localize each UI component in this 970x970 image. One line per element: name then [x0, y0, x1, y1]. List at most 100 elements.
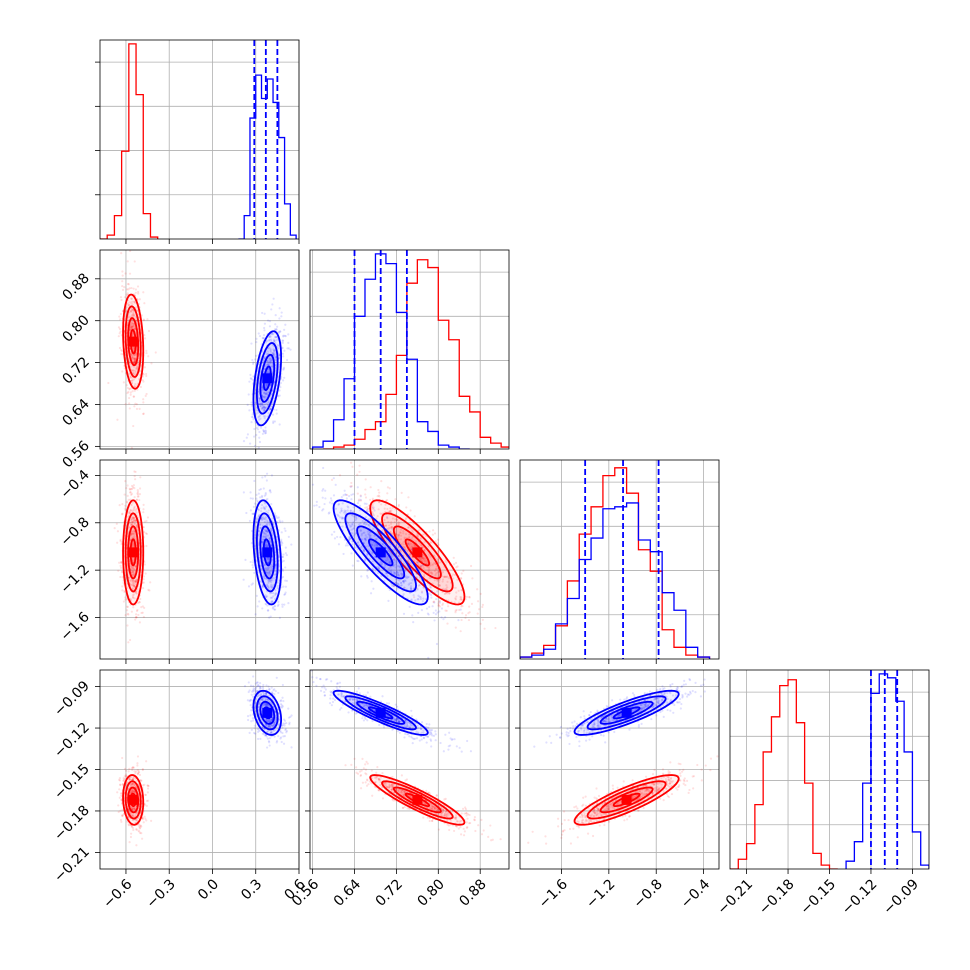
- contour-red: [122, 499, 145, 606]
- contour-blue: [368, 538, 394, 567]
- histogram-red: [100, 43, 159, 239]
- contour-red: [124, 305, 142, 378]
- density-peak-blue: [262, 373, 273, 384]
- contour-blue: [252, 330, 283, 427]
- contour-panel-2-1: [309, 459, 510, 660]
- y-tick-label: −0.4: [57, 467, 92, 502]
- histogram-blue: [520, 502, 711, 659]
- x-tick-label: −0.3: [143, 876, 178, 911]
- contour-blue: [344, 695, 417, 731]
- contour-blue: [356, 700, 406, 725]
- contour-panel-1-0: [99, 249, 300, 450]
- x-tick-label: 0.0: [195, 876, 222, 903]
- contour-blue: [367, 706, 394, 720]
- histogram-blue: [845, 673, 929, 869]
- contour-blue: [255, 695, 279, 731]
- contour-blue: [332, 689, 429, 736]
- panel-frame: [99, 39, 300, 240]
- contour-blue: [262, 365, 272, 391]
- contour-red: [392, 786, 442, 814]
- hist-panel-0: [95, 39, 300, 240]
- y-tick-label: −1.2: [57, 562, 92, 597]
- contour-blue: [599, 700, 654, 725]
- density-peak-blue: [262, 547, 273, 558]
- contour-blue: [612, 706, 641, 720]
- y-tick-label: −0.09: [51, 678, 93, 720]
- panel-frame: [519, 459, 720, 660]
- contour-red: [392, 525, 442, 580]
- contour-red: [127, 525, 140, 580]
- density-peak-red: [128, 794, 139, 805]
- panel-frame: [309, 249, 510, 450]
- contour-red: [122, 774, 145, 826]
- y-tick-label: 0.72: [59, 354, 92, 387]
- contour-red: [573, 774, 680, 826]
- contour-red: [381, 512, 454, 593]
- panel-frame: [309, 459, 510, 660]
- contour-red: [369, 774, 466, 826]
- y-tick-label: −0.18: [51, 802, 93, 844]
- contour-red: [381, 780, 454, 820]
- density-peak-red: [412, 547, 423, 558]
- contour-red: [129, 792, 137, 808]
- contour-blue: [573, 689, 680, 736]
- x-tick-label: −1.2: [583, 876, 618, 911]
- x-tick-label: 0.3: [238, 876, 265, 903]
- contour-blue: [255, 512, 279, 593]
- x-tick-label: 0.64: [331, 876, 364, 909]
- contour-red: [612, 792, 641, 808]
- contour-red: [129, 328, 137, 355]
- contour-red: [586, 780, 667, 820]
- density-peak-blue: [375, 547, 386, 558]
- y-tick-label: 0.88: [59, 270, 92, 303]
- panel-frame: [99, 249, 300, 450]
- histogram-blue: [238, 74, 297, 239]
- x-tick-label: −0.21: [715, 876, 757, 918]
- contour-blue: [259, 700, 276, 725]
- contour-panel-3-2: [519, 669, 720, 870]
- contour-red: [129, 538, 137, 567]
- contour-red: [122, 293, 145, 390]
- x-tick-label: −0.15: [797, 876, 839, 918]
- density-peak-red: [412, 794, 423, 805]
- hist-panel-2: [519, 459, 720, 660]
- histogram-red: [520, 467, 711, 659]
- x-tick-label: −0.18: [756, 876, 798, 918]
- contour-blue: [262, 538, 272, 567]
- hist-panel-1: [309, 249, 510, 450]
- y-tick-label: 0.56: [59, 438, 92, 471]
- density-peak-red: [621, 794, 632, 805]
- contour-red: [124, 512, 142, 593]
- contour-red: [124, 780, 142, 820]
- y-tick-label: 0.80: [59, 312, 92, 345]
- contour-panel-3-1: [309, 669, 510, 870]
- contour-panel-2-0: [99, 459, 300, 660]
- panel-frame: [99, 459, 300, 660]
- x-tick-label: −0.6: [100, 876, 135, 911]
- histogram-red: [730, 679, 838, 869]
- contour-blue: [255, 342, 279, 415]
- contour-red: [127, 786, 140, 814]
- contour-red: [127, 317, 140, 367]
- y-tick-label: −0.15: [51, 761, 93, 803]
- contour-blue: [332, 499, 429, 606]
- contour-blue: [259, 353, 276, 403]
- contour-blue: [252, 689, 283, 736]
- density-peak-red: [128, 547, 139, 558]
- axes-labels: −0.6 −0.3 0.0 0.3 0.60.56 0.64 0.72 0.80 0.88 −1.…: [51, 239, 922, 918]
- x-tick-label: −1.6: [536, 876, 571, 911]
- histogram-blue: [311, 253, 470, 449]
- x-tick-label: 0.88: [456, 876, 489, 909]
- contour-blue: [252, 499, 283, 606]
- x-tick-label: 0.72: [373, 876, 406, 909]
- x-tick-label: −0.8: [630, 876, 665, 911]
- y-tick-label: 0.64: [59, 396, 92, 429]
- density-peak-red: [128, 336, 139, 347]
- contour-blue: [356, 525, 406, 580]
- density-peak-blue: [262, 707, 273, 718]
- x-tick-label: −0.4: [678, 876, 713, 911]
- x-tick-label: −0.12: [839, 876, 881, 918]
- y-tick-label: −0.21: [51, 844, 93, 886]
- contour-panel-3-0: [99, 669, 300, 870]
